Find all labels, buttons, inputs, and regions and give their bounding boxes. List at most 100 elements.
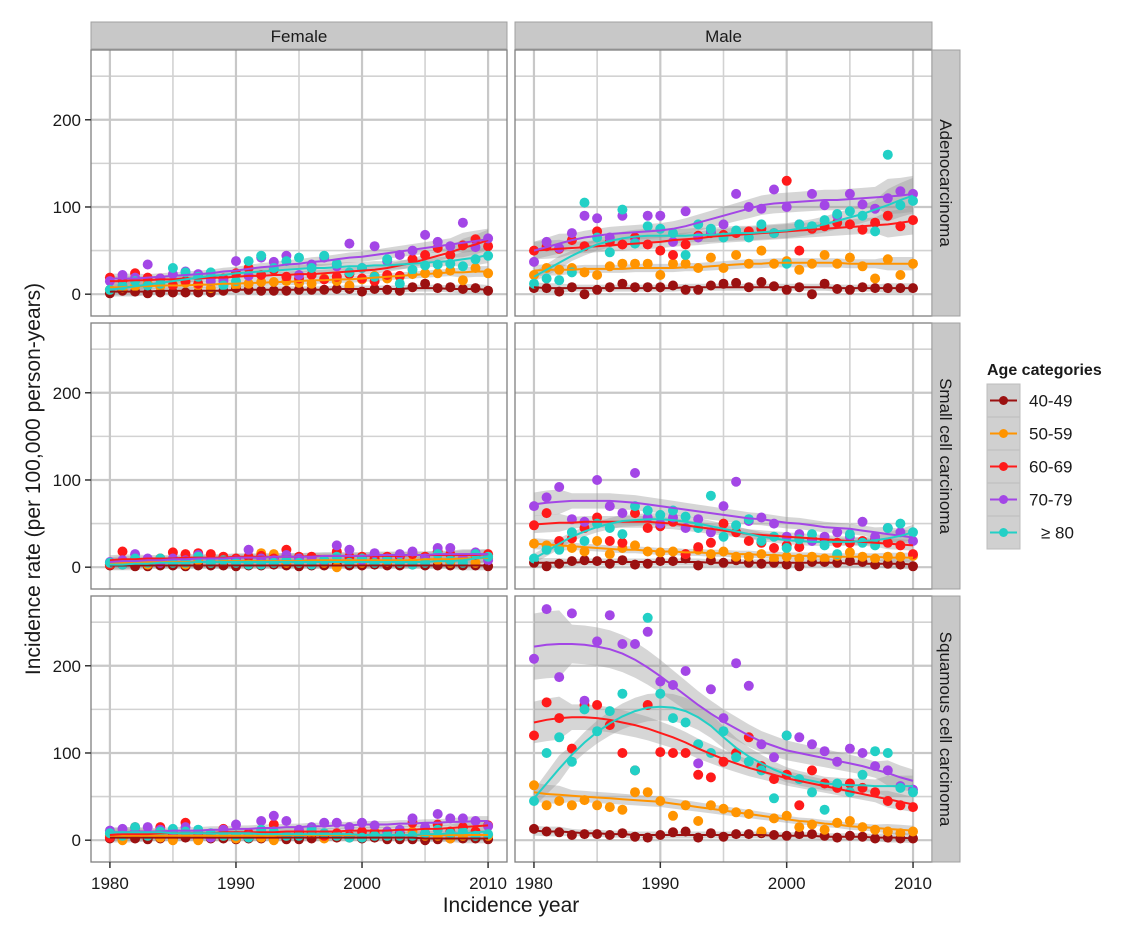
smooth-line-80+ — [109, 830, 489, 836]
data-point — [844, 778, 855, 789]
data-point — [705, 828, 716, 839]
data-point — [256, 250, 267, 261]
data-point — [566, 800, 577, 811]
data-point — [844, 188, 855, 199]
data-point — [541, 748, 552, 758]
panel-border — [90, 322, 508, 590]
data-point — [870, 746, 881, 757]
panel-male-adenocarcinoma — [514, 49, 933, 317]
data-point — [705, 490, 716, 501]
data-point — [369, 241, 380, 252]
column-strip-label: Male — [705, 27, 742, 46]
data-point — [882, 210, 893, 221]
data-point — [882, 523, 893, 533]
data-point — [655, 210, 666, 221]
data-point — [731, 188, 742, 199]
data-point — [554, 796, 565, 806]
data-point — [630, 540, 640, 551]
data-point — [705, 684, 716, 695]
data-point — [870, 824, 881, 835]
data-point — [281, 816, 292, 826]
data-point — [870, 226, 881, 237]
data-point — [807, 787, 817, 798]
data-point — [857, 516, 868, 527]
data-point — [794, 245, 805, 256]
smooth-line-50-59 — [533, 542, 913, 559]
data-point — [579, 289, 590, 300]
smooth-line-40-49 — [533, 286, 913, 290]
panel-male-small-cell-carcinoma — [514, 322, 933, 590]
data-point — [743, 756, 754, 767]
legend-entry-60-69: 60-69 — [986, 449, 1072, 484]
data-point — [819, 804, 830, 815]
data-point — [617, 537, 628, 548]
data-point — [167, 263, 178, 273]
data-point — [781, 543, 792, 553]
data-point — [642, 239, 653, 250]
data-point — [457, 261, 468, 272]
smooth-line-40-49 — [534, 561, 914, 566]
data-point — [617, 639, 628, 649]
data-point — [231, 819, 241, 830]
data-point — [579, 197, 590, 208]
data-point — [668, 713, 678, 724]
data-point — [604, 558, 615, 569]
data-point — [870, 273, 881, 284]
data-point — [617, 204, 628, 215]
legend-label: 60-69 — [1029, 458, 1072, 477]
data-point — [357, 817, 367, 828]
data-point — [218, 280, 229, 291]
data-point — [420, 250, 431, 260]
data-point — [769, 184, 779, 195]
data-point — [908, 195, 918, 206]
column-strip: Male — [514, 21, 933, 50]
data-point — [895, 186, 906, 197]
data-point — [756, 219, 767, 230]
data-point — [617, 529, 628, 540]
data-point — [554, 672, 565, 683]
data-point — [870, 787, 881, 798]
panel-content — [529, 468, 918, 572]
data-point — [529, 256, 539, 267]
data-point — [832, 817, 843, 828]
data-point — [655, 223, 666, 234]
data-point — [394, 278, 405, 289]
y-tick-label: 200 — [53, 111, 81, 130]
data-point — [655, 245, 666, 256]
data-point — [554, 544, 565, 555]
data-point — [604, 523, 615, 533]
data-point — [731, 752, 742, 763]
data-point — [630, 468, 640, 478]
data-point — [844, 529, 855, 540]
data-point — [642, 505, 653, 516]
x-tick-label: 2010 — [469, 874, 507, 893]
legend-entry-40-49: 40-49 — [986, 383, 1072, 418]
legend-label: 40-49 — [1029, 392, 1072, 411]
data-point — [630, 508, 640, 519]
column-strip-label: Female — [271, 27, 328, 46]
data-point — [604, 501, 615, 512]
smooth-line-80+ — [533, 518, 914, 560]
data-point — [445, 282, 456, 293]
data-point — [642, 626, 653, 637]
panel-content — [104, 217, 494, 299]
data-point — [807, 188, 817, 199]
smooth-line-70-79 — [533, 192, 914, 252]
row-strip: Small cell carcinoma — [931, 322, 961, 590]
data-point — [832, 209, 843, 219]
data-point — [680, 666, 691, 676]
panel-content — [529, 604, 918, 844]
data-point — [617, 508, 628, 519]
data-point — [319, 250, 330, 261]
data-point — [756, 245, 767, 256]
facet-panels — [90, 49, 933, 863]
data-point — [895, 200, 906, 211]
data-point — [529, 278, 539, 289]
data-point — [554, 536, 565, 546]
data-point — [680, 250, 691, 260]
smooth-line-60-69 — [109, 239, 489, 283]
data-point — [554, 482, 565, 492]
data-point — [630, 787, 640, 798]
data-point — [807, 739, 817, 750]
